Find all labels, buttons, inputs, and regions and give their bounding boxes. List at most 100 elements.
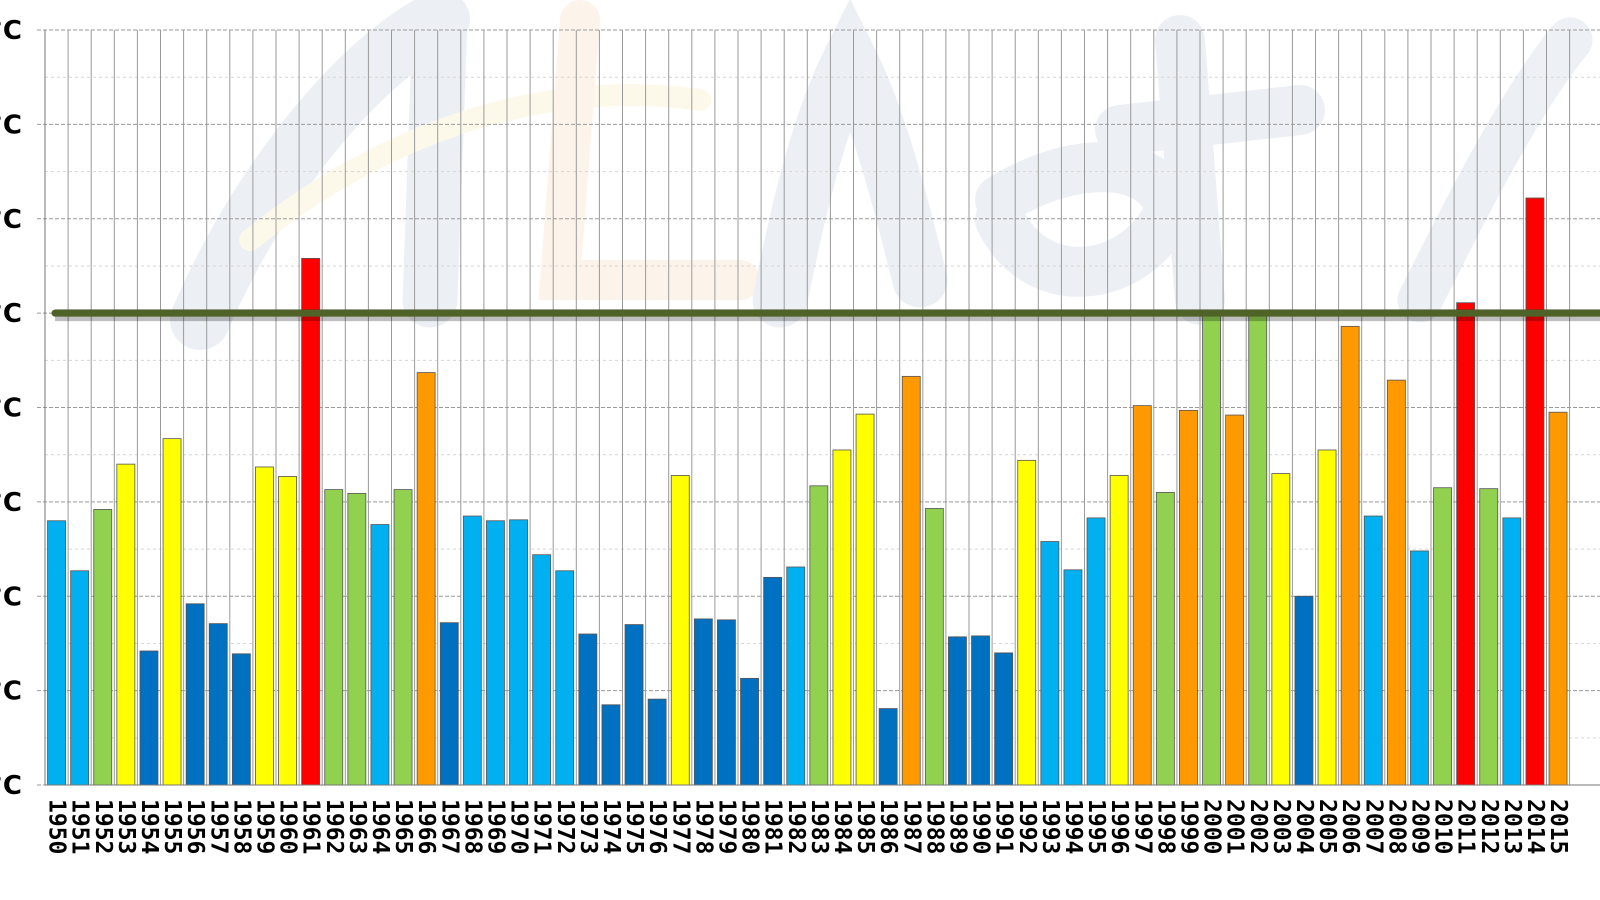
- x-tick-label: 2011: [1453, 799, 1479, 854]
- x-tick-label: 1969: [482, 799, 508, 854]
- bar-1952: [93, 509, 113, 786]
- bar-2011: [1456, 302, 1476, 786]
- x-tick-label: 1963: [344, 799, 370, 854]
- bar-2004: [1294, 595, 1314, 786]
- x-tick-label: 2012: [1476, 799, 1502, 854]
- x-tick-label: 2006: [1337, 799, 1363, 854]
- x-tick-label: 1970: [506, 799, 532, 854]
- x-tick-label: 1966: [413, 799, 439, 854]
- x-tick-label: 1994: [1060, 799, 1086, 854]
- x-tick-label: 2001: [1222, 799, 1248, 854]
- x-tick-label: 1987: [898, 799, 924, 854]
- bar-1999: [1179, 409, 1198, 786]
- bar-1965: [393, 489, 413, 786]
- bar-1967: [439, 622, 459, 786]
- x-tick-label: 1991: [991, 799, 1017, 854]
- x-tick-label: 1954: [136, 799, 162, 854]
- bar-1973: [578, 633, 598, 786]
- y-tick-label: °C: [0, 110, 22, 140]
- bar-1983: [809, 485, 829, 786]
- bar-1988: [924, 508, 944, 786]
- bar-1968: [462, 515, 482, 786]
- y-tick-label: °C: [0, 16, 22, 46]
- x-tick-label: 1986: [875, 799, 901, 854]
- bar-2006: [1340, 325, 1360, 786]
- bar-2002: [1248, 312, 1268, 786]
- x-tick-label: 1980: [737, 799, 763, 854]
- bar-1982: [786, 566, 806, 786]
- bar-1992: [1017, 459, 1037, 786]
- x-tick-label: 1972: [552, 799, 578, 854]
- bar-1963: [347, 492, 367, 786]
- bar-2008: [1386, 379, 1406, 786]
- bar-2009: [1410, 550, 1429, 786]
- x-tick-label: 1952: [90, 799, 116, 854]
- x-tick-label: 2010: [1430, 799, 1456, 854]
- bar-1998: [1155, 492, 1175, 786]
- y-tick-label: °C: [0, 205, 22, 235]
- bar-2015: [1548, 411, 1568, 786]
- bar-1962: [324, 489, 344, 786]
- y-tick-label: °C: [0, 488, 22, 518]
- x-tick-label: 1968: [459, 799, 485, 854]
- bar-1974: [601, 704, 621, 786]
- x-tick-label: 2013: [1499, 799, 1525, 854]
- x-tick-label: 1979: [713, 799, 739, 854]
- bar-1986: [878, 708, 898, 786]
- x-tick-label: 1962: [321, 799, 347, 854]
- y-tick-label: °C: [0, 582, 22, 612]
- x-tick-label: 2003: [1268, 799, 1294, 854]
- bar-1954: [139, 650, 159, 786]
- x-tick-label: 1973: [575, 799, 601, 854]
- bar-1971: [532, 554, 552, 786]
- bar-1957: [208, 623, 228, 786]
- bar-1997: [1132, 405, 1152, 786]
- x-tick-label: 1988: [921, 799, 947, 854]
- x-tick-label: 1993: [1037, 799, 1063, 854]
- x-tick-label: 1992: [1014, 799, 1040, 854]
- x-tick-label: 1955: [159, 799, 185, 854]
- x-tick-label: 1985: [852, 799, 878, 854]
- bar-2005: [1317, 449, 1337, 786]
- x-tick-label: 1995: [1083, 799, 1109, 854]
- x-tick-label: 2009: [1406, 799, 1432, 854]
- bar-1951: [70, 570, 90, 786]
- bar-1966: [416, 372, 436, 786]
- x-tick-label: 1960: [275, 799, 301, 854]
- bar-1984: [832, 449, 852, 786]
- x-tick-label: 1981: [760, 799, 786, 854]
- bar-2000: [1202, 312, 1221, 786]
- bar-1990: [971, 635, 990, 786]
- bar-1972: [555, 570, 575, 786]
- x-tick-label: 1976: [644, 799, 670, 854]
- x-tick-label: 1983: [806, 799, 832, 854]
- bar-1969: [486, 520, 505, 786]
- x-tick-label: 2005: [1314, 799, 1340, 854]
- reference-line-group: [51, 309, 1600, 322]
- bar-1975: [624, 624, 644, 786]
- x-tick-label: 1967: [436, 799, 462, 854]
- bar-1959: [255, 466, 274, 786]
- bar-1950: [47, 520, 66, 786]
- bar-1996: [1109, 475, 1129, 786]
- x-tick-label: 1989: [944, 799, 970, 854]
- bar-1970: [509, 519, 528, 786]
- x-tick-label: 2002: [1245, 799, 1271, 854]
- x-tick-label: 1959: [251, 799, 277, 854]
- y-tick-label: °C: [0, 299, 22, 329]
- x-tick-label: 2015: [1545, 799, 1571, 854]
- x-tick-label: 1961: [298, 799, 324, 854]
- x-tick-label: 1971: [529, 799, 555, 854]
- bar-1964: [370, 524, 390, 786]
- y-tick-label: °C: [0, 677, 22, 707]
- y-tick-label: °C: [0, 771, 22, 801]
- watermark-logo: [170, 0, 1593, 350]
- bar-1960: [278, 475, 297, 786]
- x-tick-label: 2004: [1291, 799, 1317, 854]
- bar-1956: [185, 603, 205, 786]
- y-axis: °C °C °C °C °C °C °C °C °C: [0, 16, 46, 801]
- x-tick-label: 2007: [1360, 799, 1386, 854]
- bar-2013: [1502, 517, 1522, 786]
- bar-1985: [855, 413, 875, 786]
